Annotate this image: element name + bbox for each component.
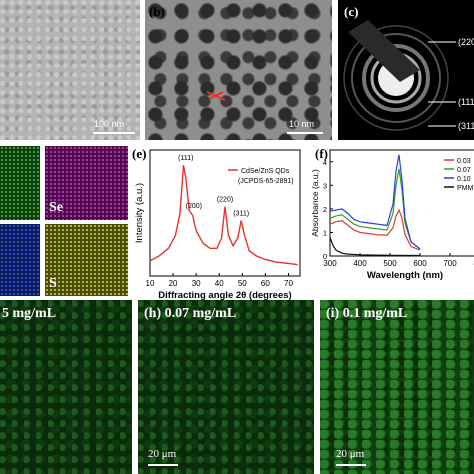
- panel-h-label: (h) 0.07 mg/mL: [144, 306, 237, 321]
- eds-label-s: S: [49, 276, 57, 291]
- series-line-0-10: [329, 154, 421, 250]
- legend-label: 0.10: [457, 176, 471, 183]
- scale-bar-label: 20 μm: [148, 448, 177, 460]
- panel-e-label: (e): [132, 146, 147, 161]
- x-tick-label: 300: [323, 259, 337, 268]
- x-tick-label: 60: [261, 279, 270, 288]
- scale-bar-label: 10 nm: [289, 119, 315, 129]
- legend-label: 0.07: [457, 167, 471, 174]
- legend-label: CdSe/ZnS QDs: [241, 168, 290, 175]
- x-tick-label: 40: [215, 279, 224, 288]
- scale-bar: [336, 464, 366, 466]
- x-tick-label: 70: [284, 279, 293, 288]
- x-axis-label: Diffracting angle 2θ (degrees): [158, 290, 291, 301]
- series-line-cdse-zns: [149, 164, 298, 266]
- x-tick-label: 600: [413, 259, 427, 268]
- legend-label: PMM: [457, 185, 474, 192]
- x-tick-label: 500: [383, 259, 397, 268]
- y-tick-label: 0: [323, 252, 327, 261]
- peak-label: (220): [217, 197, 233, 204]
- plot-frame: [149, 149, 301, 277]
- eds-label-se: Se: [49, 200, 63, 215]
- y-axis-label: Absorbance (a.u.): [312, 169, 320, 237]
- peak-label: (311): [233, 211, 249, 218]
- jcpds-label: (JCPDS-65-2891): [238, 178, 294, 185]
- x-tick-label: 10: [146, 279, 155, 288]
- scale-bar-label: 100 nm: [94, 119, 125, 129]
- panel-h-fluorescence-image: (h) 0.07 mg/mL 20 μm: [138, 300, 314, 474]
- eds-map-cd: [0, 146, 40, 220]
- panel-b-label: (b): [149, 4, 165, 19]
- panel-g-fluorescence-image: 5 mg/mL: [0, 300, 132, 474]
- eds-map-se: Se: [45, 146, 128, 220]
- plot-frame: [329, 149, 474, 257]
- panel-a-tem-image: 100 nm: [0, 0, 140, 140]
- eds-map-zn: [0, 224, 40, 296]
- ring-label-111: (111: [458, 97, 474, 107]
- legend-label: 0.03: [457, 158, 471, 165]
- eds-map-s: S: [45, 224, 128, 296]
- x-tick-label: 50: [238, 279, 247, 288]
- y-tick-label: 4: [323, 158, 327, 167]
- scale-bar: [93, 132, 135, 134]
- panel-e-xrd-chart: 10 20 30 40 50 60 70 Diffracting angle 2θ (degr…: [134, 149, 301, 301]
- ring-label-311: (311: [458, 121, 474, 131]
- scale-bar: [287, 132, 323, 134]
- peak-label: (200): [186, 203, 202, 210]
- series-line-PMM: [329, 236, 421, 257]
- panel-f-absorbance-chart: 30040050060070080001234Wavelength (nm)Ab…: [312, 149, 474, 281]
- panel-i-fluorescence-image: (i) 0.1 mg/mL 20 μm: [320, 300, 474, 474]
- lattice-marker: [206, 91, 226, 101]
- x-tick-label: 30: [192, 279, 201, 288]
- x-tick-label: 20: [169, 279, 178, 288]
- y-tick-label: 1: [323, 228, 327, 237]
- panel-f-label: (f): [315, 146, 328, 161]
- panel-i-label: (i) 0.1 mg/mL: [326, 306, 408, 321]
- panel-b-hrtem-image: (b) 10 nm: [145, 0, 332, 140]
- panel-c-saed-pattern: (c) (220 (111 (311: [338, 0, 474, 140]
- panel-c-label: (c): [344, 4, 359, 19]
- ring-label-220: (220: [458, 37, 474, 47]
- scale-bar-label: 20 μm: [336, 448, 365, 460]
- y-axis-label: Intensity (a.u.): [134, 183, 145, 243]
- x-tick-label: 400: [353, 259, 367, 268]
- scale-bar: [148, 464, 178, 466]
- y-tick-label: 3: [323, 181, 327, 190]
- x-tick-label: 700: [443, 259, 457, 268]
- panel-g-label: 5 mg/mL: [2, 306, 57, 321]
- series-line-0-03: [329, 208, 421, 251]
- y-tick-label: 2: [323, 205, 327, 214]
- peak-label: (111): [178, 155, 193, 162]
- x-axis-label: Wavelength (nm): [367, 270, 443, 281]
